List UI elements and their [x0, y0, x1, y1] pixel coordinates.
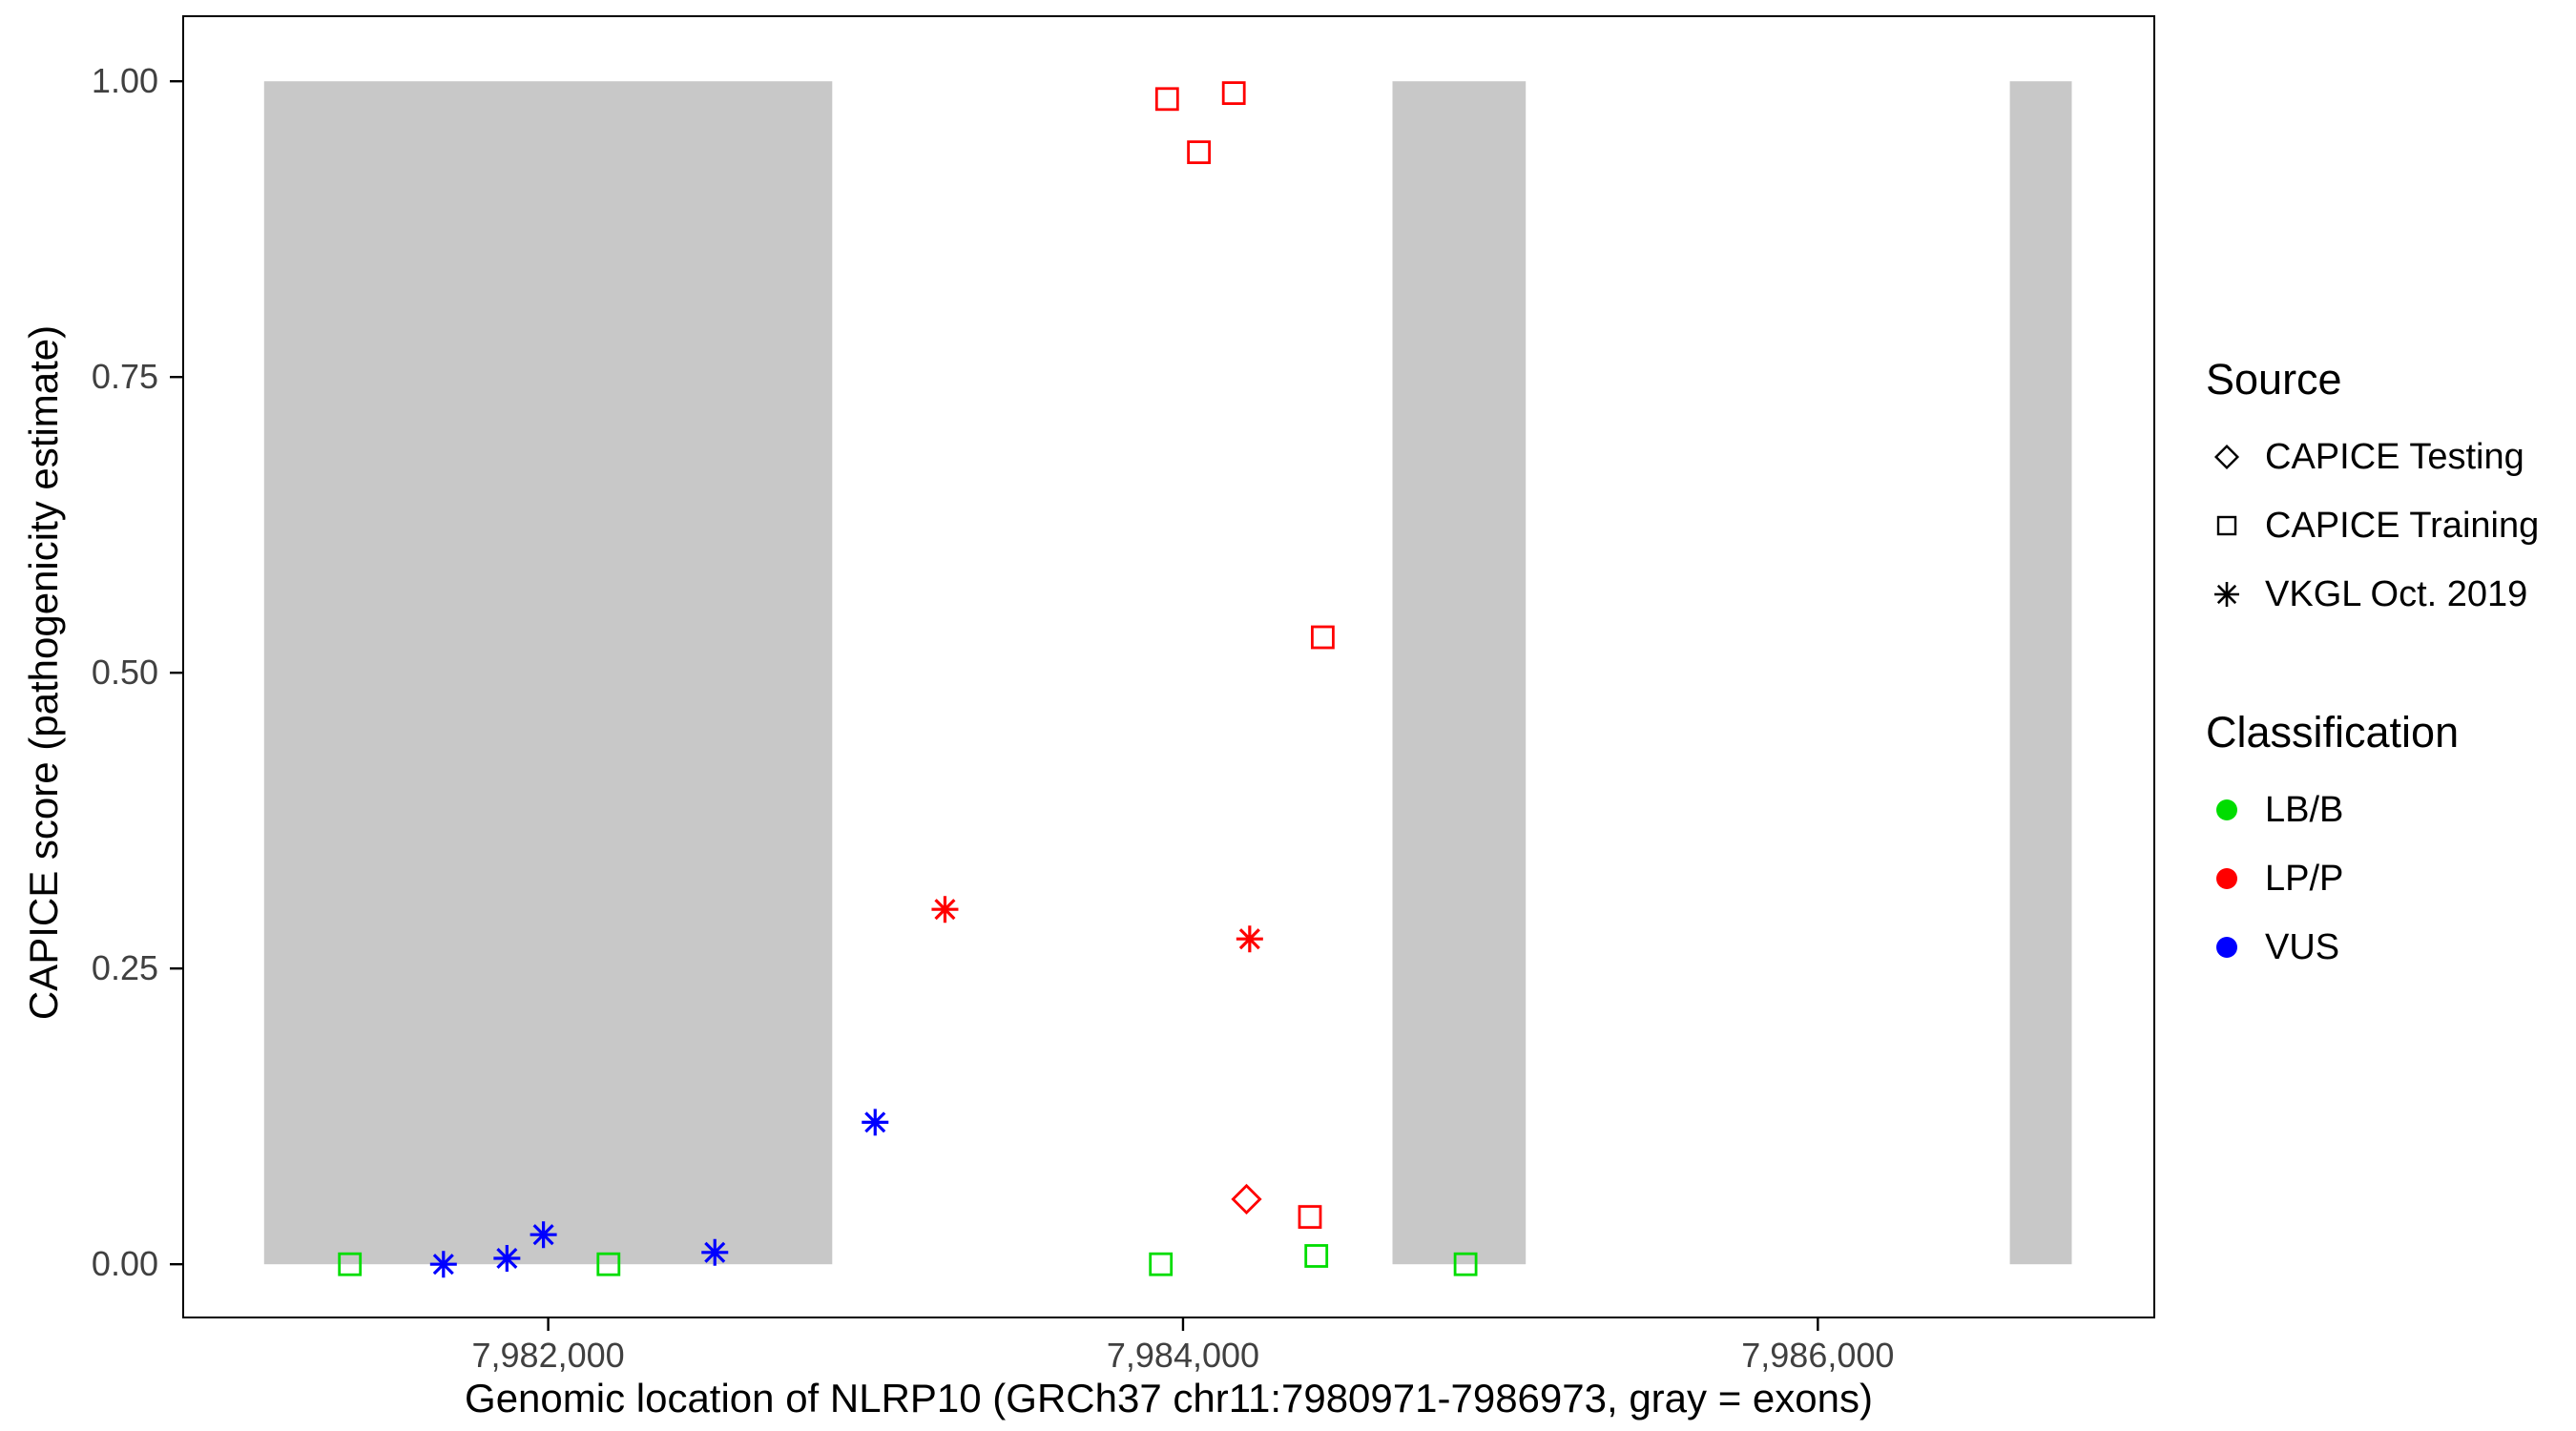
asterisk-icon — [2206, 573, 2248, 615]
y-tick-label: 0.50 — [92, 653, 158, 692]
y-tick-label: 0.25 — [92, 948, 158, 987]
legend-item-lpp: LP/P — [2206, 853, 2539, 904]
legend-source-group: Source CAPICE Testing CAPICE Training — [2206, 355, 2539, 620]
legend-classification-group: Classification LB/B LP/P VUS — [2206, 708, 2539, 973]
legend-classification-title: Classification — [2206, 708, 2460, 757]
blue-dot-icon — [2206, 926, 2248, 968]
plot-panel-border — [182, 15, 2155, 1318]
x-tick-label: 7,986,000 — [1741, 1336, 1894, 1375]
red-dot-icon — [2206, 858, 2248, 900]
legend: Source CAPICE Testing CAPICE Training — [2206, 355, 2539, 1061]
data-point — [1311, 625, 1335, 650]
legend-label: CAPICE Testing — [2265, 436, 2524, 477]
legend-source-title: Source — [2206, 355, 2342, 404]
x-axis-title: Genomic location of NLRP10 (GRCh37 chr11… — [465, 1376, 1873, 1421]
data-point — [493, 1245, 521, 1272]
square-icon — [2206, 505, 2248, 547]
y-tick-label: 0.00 — [92, 1244, 158, 1283]
data-point — [1304, 1244, 1329, 1268]
exon-band — [263, 81, 833, 1265]
data-point — [1236, 925, 1263, 953]
data-point — [1221, 81, 1246, 105]
data-point — [931, 896, 959, 923]
legend-item-vus: VUS — [2206, 922, 2539, 973]
legend-item-capice-training: CAPICE Training — [2206, 500, 2539, 551]
legend-label: VUS — [2265, 926, 2340, 967]
legend-item-lbb: LB/B — [2206, 784, 2539, 836]
legend-label: LP/P — [2265, 858, 2344, 899]
data-point — [1453, 1252, 1478, 1276]
legend-item-capice-testing: CAPICE Testing — [2206, 431, 2539, 483]
x-tick-label: 7,984,000 — [1107, 1336, 1259, 1375]
legend-label: LB/B — [2265, 789, 2344, 830]
data-point — [1149, 1252, 1174, 1276]
data-point — [1187, 140, 1211, 165]
exon-layer — [263, 81, 2072, 1265]
data-point — [596, 1252, 621, 1276]
green-dot-icon — [2206, 789, 2248, 831]
data-point — [1154, 87, 1179, 112]
data-point — [338, 1252, 363, 1276]
exon-band — [1392, 81, 1527, 1265]
data-point — [862, 1109, 889, 1136]
axis-tick-layer: 7,982,000 7,984,000 7,986,000 0.00 0.25 0.50 0… — [92, 61, 1895, 1375]
exon-band — [2009, 81, 2072, 1265]
data-point-layer — [338, 81, 1478, 1278]
y-tick-label: 1.00 — [92, 61, 158, 100]
x-tick-label: 7,982,000 — [472, 1336, 625, 1375]
data-point — [1231, 1183, 1262, 1215]
data-point — [701, 1238, 729, 1266]
data-point — [530, 1221, 557, 1249]
legend-label: CAPICE Training — [2265, 505, 2540, 546]
y-axis-title: CAPICE score (pathogenicity estimate) — [21, 324, 66, 1021]
data-point — [429, 1251, 457, 1278]
legend-item-vkgl: VKGL Oct. 2019 — [2206, 569, 2539, 620]
legend-label: VKGL Oct. 2019 — [2265, 573, 2528, 614]
y-tick-label: 0.75 — [92, 357, 158, 396]
diamond-icon — [2206, 436, 2248, 478]
data-point — [1298, 1205, 1322, 1229]
